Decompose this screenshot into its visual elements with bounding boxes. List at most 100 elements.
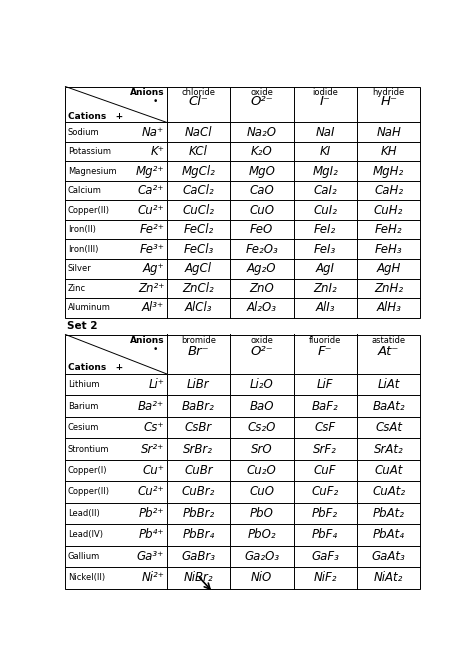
Text: BaAt₂: BaAt₂	[373, 399, 405, 413]
Text: Pb⁴⁺: Pb⁴⁺	[139, 529, 164, 541]
Text: FeH₃: FeH₃	[375, 243, 402, 256]
Text: fluoride: fluoride	[309, 336, 341, 345]
Text: F⁻: F⁻	[318, 344, 333, 358]
Text: ZnI₂: ZnI₂	[313, 282, 337, 295]
Text: Fe²⁺: Fe²⁺	[139, 223, 164, 237]
Text: Li₂O: Li₂O	[250, 378, 273, 391]
Text: CsAt: CsAt	[375, 421, 402, 434]
Text: LiF: LiF	[317, 378, 334, 391]
Text: Sr²⁺: Sr²⁺	[141, 443, 164, 456]
Text: K₂O: K₂O	[251, 145, 273, 158]
Text: H⁻: H⁻	[380, 95, 397, 108]
Text: LiAt: LiAt	[377, 378, 400, 391]
Text: Ag₂O: Ag₂O	[247, 262, 276, 275]
Text: CuF₂: CuF₂	[311, 486, 339, 498]
Text: AgH: AgH	[376, 262, 401, 275]
Text: Cs₂O: Cs₂O	[247, 421, 276, 434]
Text: Na₂O: Na₂O	[247, 125, 277, 139]
Text: At⁻: At⁻	[378, 344, 400, 358]
Text: iodide: iodide	[312, 88, 338, 97]
Text: Barium: Barium	[68, 401, 98, 411]
Text: PbO: PbO	[250, 507, 273, 520]
Text: AlH₃: AlH₃	[376, 302, 401, 314]
Text: Mg²⁺: Mg²⁺	[136, 165, 164, 178]
Text: Nickel(II): Nickel(II)	[68, 574, 105, 582]
Text: NaI: NaI	[316, 125, 335, 139]
Text: Fe³⁺: Fe³⁺	[139, 243, 164, 256]
Text: GaBr₃: GaBr₃	[182, 550, 215, 563]
Text: Copper(II): Copper(II)	[68, 206, 110, 214]
Text: Ga³⁺: Ga³⁺	[137, 550, 164, 563]
Text: FeCl₂: FeCl₂	[183, 223, 213, 237]
Text: ZnO: ZnO	[249, 282, 274, 295]
Text: FeH₂: FeH₂	[375, 223, 402, 237]
Text: hydride: hydride	[373, 88, 405, 97]
Text: K⁺: K⁺	[150, 145, 164, 158]
Text: Cations   +: Cations +	[68, 112, 123, 121]
Text: KCl: KCl	[189, 145, 208, 158]
Text: Lithium: Lithium	[68, 380, 99, 389]
Text: SrAt₂: SrAt₂	[374, 443, 403, 456]
Text: SrBr₂: SrBr₂	[183, 443, 213, 456]
Text: CuF: CuF	[314, 464, 337, 477]
Text: CaCl₂: CaCl₂	[182, 184, 214, 197]
Text: ZnH₂: ZnH₂	[374, 282, 403, 295]
Text: Copper(II): Copper(II)	[68, 488, 110, 496]
Text: Pb²⁺: Pb²⁺	[139, 507, 164, 520]
Text: Sodium: Sodium	[68, 127, 100, 137]
Text: GaAt₃: GaAt₃	[372, 550, 406, 563]
Text: PbBr₄: PbBr₄	[182, 529, 214, 541]
Text: chloride: chloride	[182, 88, 215, 97]
Text: PbF₂: PbF₂	[312, 507, 338, 520]
Text: •: •	[153, 344, 158, 354]
Text: KI: KI	[319, 145, 331, 158]
Text: ZnCl₂: ZnCl₂	[182, 282, 214, 295]
Text: NiF₂: NiF₂	[313, 572, 337, 584]
Text: Cu₂O: Cu₂O	[247, 464, 277, 477]
Text: Zn²⁺: Zn²⁺	[138, 282, 164, 295]
Text: PbAt₄: PbAt₄	[373, 529, 405, 541]
Text: Copper(I): Copper(I)	[68, 466, 107, 475]
Text: Gallium: Gallium	[68, 552, 100, 561]
Text: Cu²⁺: Cu²⁺	[137, 486, 164, 498]
Text: AgI: AgI	[316, 262, 335, 275]
Text: Al₂O₃: Al₂O₃	[247, 302, 277, 314]
Text: MgI₂: MgI₂	[312, 165, 338, 178]
Text: CuI₂: CuI₂	[313, 204, 337, 216]
Text: CuAt₂: CuAt₂	[372, 486, 405, 498]
Text: CaI₂: CaI₂	[313, 184, 337, 197]
Text: Ba²⁺: Ba²⁺	[138, 399, 164, 413]
Text: MgO: MgO	[248, 165, 275, 178]
Text: Strontium: Strontium	[68, 444, 109, 454]
Text: Cations   +: Cations +	[68, 363, 123, 373]
Text: Ga₂O₃: Ga₂O₃	[244, 550, 279, 563]
Text: oxide: oxide	[250, 336, 273, 345]
Text: PbO₂: PbO₂	[247, 529, 276, 541]
Text: Ca²⁺: Ca²⁺	[138, 184, 164, 197]
Text: CuO: CuO	[249, 204, 274, 216]
Text: Ni²⁺: Ni²⁺	[141, 572, 164, 584]
Text: Al³⁺: Al³⁺	[142, 302, 164, 314]
Bar	[65, 334, 420, 589]
Text: MgH₂: MgH₂	[373, 165, 404, 178]
Text: PbAt₂: PbAt₂	[373, 507, 405, 520]
Text: CuH₂: CuH₂	[374, 204, 403, 216]
Text: CuBr₂: CuBr₂	[182, 486, 215, 498]
Text: CaH₂: CaH₂	[374, 184, 403, 197]
Text: Iron(III): Iron(III)	[68, 245, 98, 254]
Text: CaO: CaO	[249, 184, 274, 197]
Text: Iron(II): Iron(II)	[68, 225, 96, 234]
Text: Cesium: Cesium	[68, 423, 99, 432]
Text: AlI₃: AlI₃	[316, 302, 335, 314]
Text: KH: KH	[380, 145, 397, 158]
Text: CuAt: CuAt	[374, 464, 403, 477]
Text: PbBr₂: PbBr₂	[182, 507, 214, 520]
Text: Cu⁺: Cu⁺	[142, 464, 164, 477]
Text: Silver: Silver	[68, 264, 91, 273]
Text: FeCl₃: FeCl₃	[183, 243, 213, 256]
Text: Li⁺: Li⁺	[148, 378, 164, 391]
Text: CsF: CsF	[315, 421, 336, 434]
Text: Set 2: Set 2	[67, 321, 98, 330]
Text: Fe₂O₃: Fe₂O₃	[246, 243, 278, 256]
Text: Anions: Anions	[130, 88, 164, 97]
